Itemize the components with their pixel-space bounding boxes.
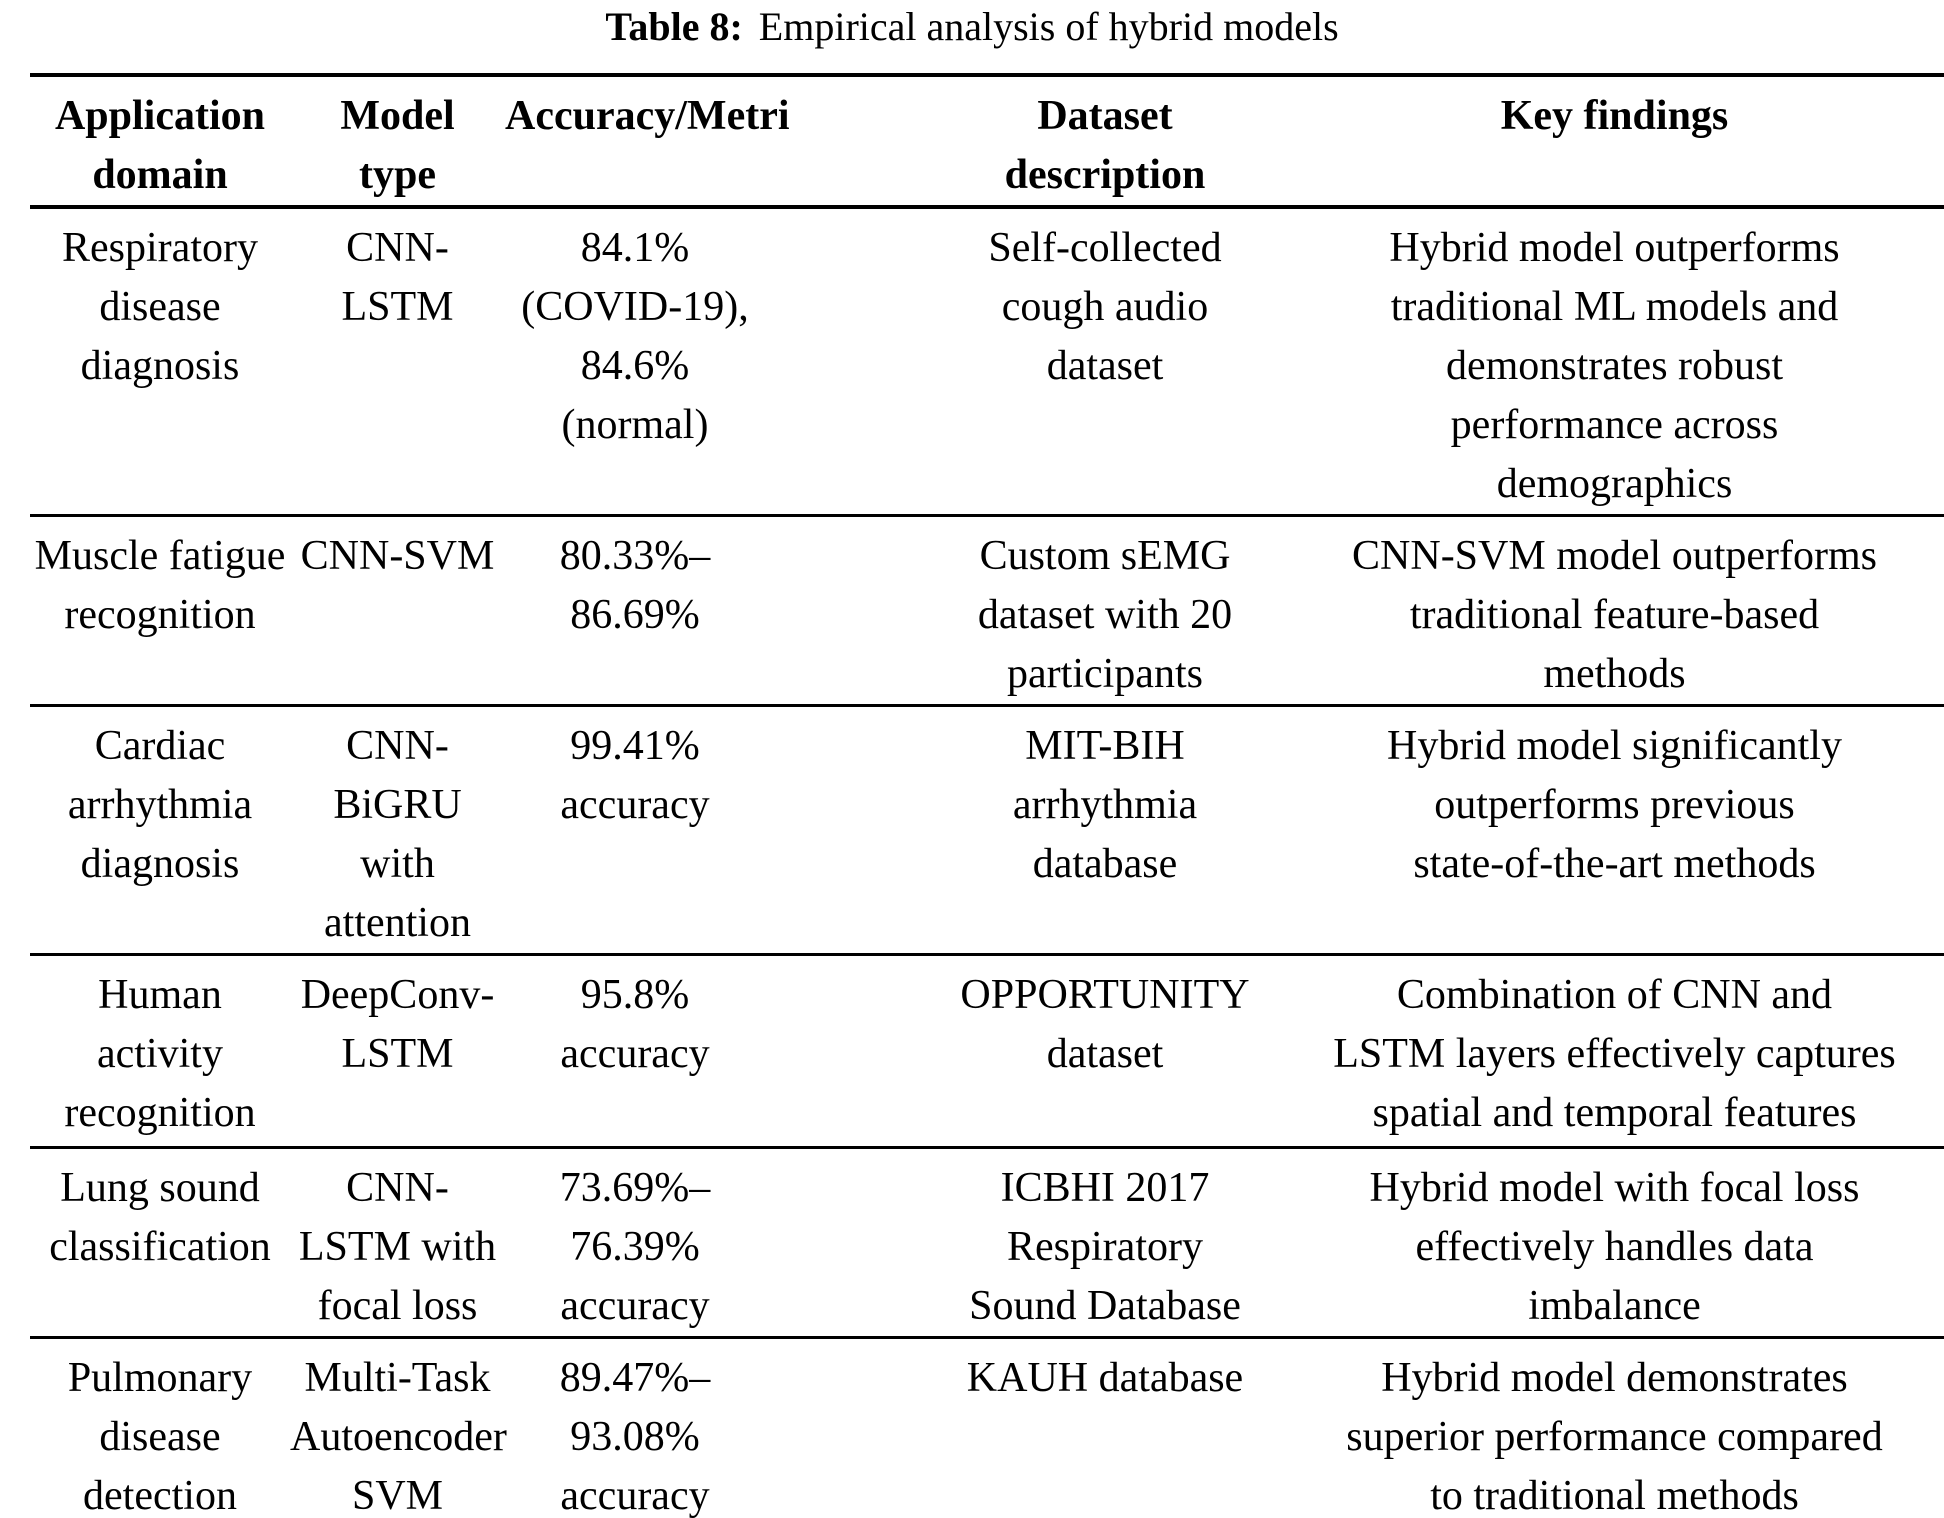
cell-accuracy-metric: 80.33%– 86.69% [559, 533, 711, 638]
cell-key-findings: Hybrid model outperforms traditional ML … [1389, 225, 1840, 507]
cell-key-findings: CNN-SVM model outperforms traditional fe… [1352, 533, 1877, 697]
cell-application-domain: Cardiac arrhythmia diagnosis [67, 723, 253, 887]
cell-key-findings: Hybrid model with focal loss effectively… [1369, 1165, 1860, 1329]
header-row: Application domain Model type Accuracy/M… [30, 75, 1944, 207]
table-row: Muscle fatigue recognition CNN-SVM 80.33… [30, 515, 1944, 706]
cell-application-domain: Human activity recognition [64, 972, 256, 1136]
cell-dataset-description: MIT-BIH arrhythmia database [1012, 723, 1198, 887]
table-caption-label: Table 8: [605, 4, 743, 49]
cell-model-type: CNN- LSTM [341, 225, 454, 330]
cell-key-findings: Combination of CNN and LSTM layers effec… [1333, 972, 1896, 1136]
cell-accuracy-metric: 95.8% accuracy [560, 972, 710, 1077]
table-row: Human activity recognition DeepConv- LST… [30, 954, 1944, 1148]
cell-key-findings: Hybrid model demonstrates superior perfo… [1346, 1355, 1883, 1518]
cell-application-domain: Lung sound classification [49, 1165, 271, 1270]
cell-model-type: CNN- BiGRU with attention [324, 723, 471, 946]
cell-dataset-description: Self-collected cough audio dataset [988, 225, 1222, 389]
header-model-type: Model type [340, 93, 455, 198]
header-key-findings: Key findings [1500, 93, 1729, 139]
hybrid-models-table: Application domain Model type Accuracy/M… [30, 73, 1944, 1518]
cell-model-type: Multi-Task Autoencoder SVM [290, 1355, 507, 1518]
table-caption: Table 8: Empirical analysis of hybrid mod… [0, 2, 1944, 52]
table-row: Lung sound classification CNN- LSTM with… [30, 1147, 1944, 1338]
cell-dataset-description: OPPORTUNITY dataset [960, 972, 1250, 1077]
cell-key-findings: Hybrid model significantly outperforms p… [1387, 723, 1842, 887]
header-accuracy-metric: Accuracy/Metri [505, 93, 790, 139]
table-row: Cardiac arrhythmia diagnosis CNN- BiGRU … [30, 705, 1944, 955]
header-application-domain: Application domain [54, 93, 266, 198]
cell-application-domain: Muscle fatigue recognition [34, 533, 286, 638]
cell-model-type: DeepConv- LSTM [300, 972, 495, 1077]
cell-model-type: CNN- LSTM with focal loss [298, 1165, 497, 1329]
cell-accuracy-metric: 84.1% (COVID-19), 84.6% (normal) [521, 225, 749, 448]
cell-application-domain: Respiratory disease diagnosis [62, 225, 258, 389]
table-row: Respiratory disease diagnosis CNN- LSTM … [30, 207, 1944, 516]
cell-model-type: CNN-SVM [300, 533, 495, 579]
cell-dataset-description: Custom sEMG dataset with 20 participants [977, 533, 1233, 697]
cell-dataset-description: ICBHI 2017 Respiratory Sound Database [969, 1165, 1241, 1329]
header-dataset-description: Dataset description [1004, 93, 1206, 198]
table-caption-text: Empirical analysis of hybrid models [758, 4, 1339, 49]
cell-accuracy-metric: 89.47%– 93.08% accuracy [559, 1355, 711, 1518]
cell-accuracy-metric: 73.69%– 76.39% accuracy [559, 1165, 711, 1329]
cell-dataset-description: KAUH database [966, 1355, 1244, 1401]
table-row: Pulmonary disease detection Multi-Task A… [30, 1337, 1944, 1518]
cell-accuracy-metric: 99.41% accuracy [560, 723, 710, 828]
cell-application-domain: Pulmonary disease detection [67, 1355, 253, 1518]
